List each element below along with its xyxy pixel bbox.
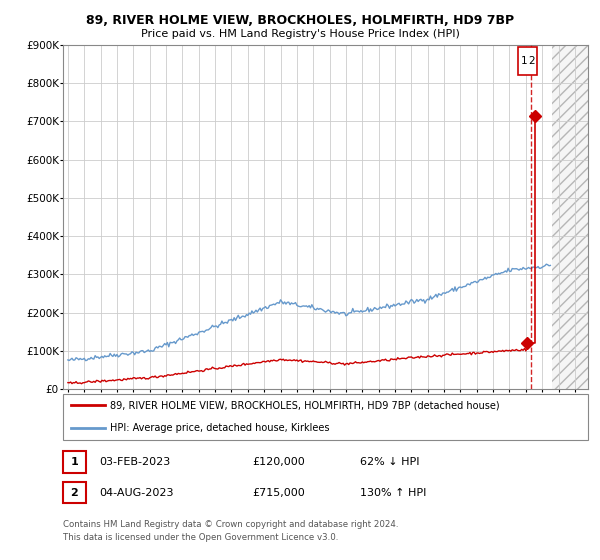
Text: £120,000: £120,000	[252, 457, 305, 467]
Text: 1: 1	[71, 457, 78, 467]
Text: 03-FEB-2023: 03-FEB-2023	[99, 457, 170, 467]
Bar	[551, 45, 588, 389]
FancyBboxPatch shape	[518, 46, 537, 76]
Text: 2: 2	[529, 56, 535, 66]
Text: £715,000: £715,000	[252, 488, 305, 498]
Text: Contains HM Land Registry data © Crown copyright and database right 2024.: Contains HM Land Registry data © Crown c…	[63, 520, 398, 529]
Text: 04-AUG-2023: 04-AUG-2023	[99, 488, 173, 498]
Text: 130% ↑ HPI: 130% ↑ HPI	[360, 488, 427, 498]
Text: 89, RIVER HOLME VIEW, BROCKHOLES, HOLMFIRTH, HD9 7BP: 89, RIVER HOLME VIEW, BROCKHOLES, HOLMFI…	[86, 14, 514, 27]
Text: This data is licensed under the Open Government Licence v3.0.: This data is licensed under the Open Gov…	[63, 533, 338, 542]
Text: 89, RIVER HOLME VIEW, BROCKHOLES, HOLMFIRTH, HD9 7BP (detached house): 89, RIVER HOLME VIEW, BROCKHOLES, HOLMFI…	[110, 400, 500, 410]
Text: 1: 1	[520, 56, 527, 66]
Text: 2: 2	[71, 488, 78, 498]
Text: Price paid vs. HM Land Registry's House Price Index (HPI): Price paid vs. HM Land Registry's House …	[140, 29, 460, 39]
Bar	[551, 45, 588, 389]
Text: 62% ↓ HPI: 62% ↓ HPI	[360, 457, 419, 467]
FancyBboxPatch shape	[63, 394, 588, 440]
Text: HPI: Average price, detached house, Kirklees: HPI: Average price, detached house, Kirk…	[110, 423, 330, 433]
